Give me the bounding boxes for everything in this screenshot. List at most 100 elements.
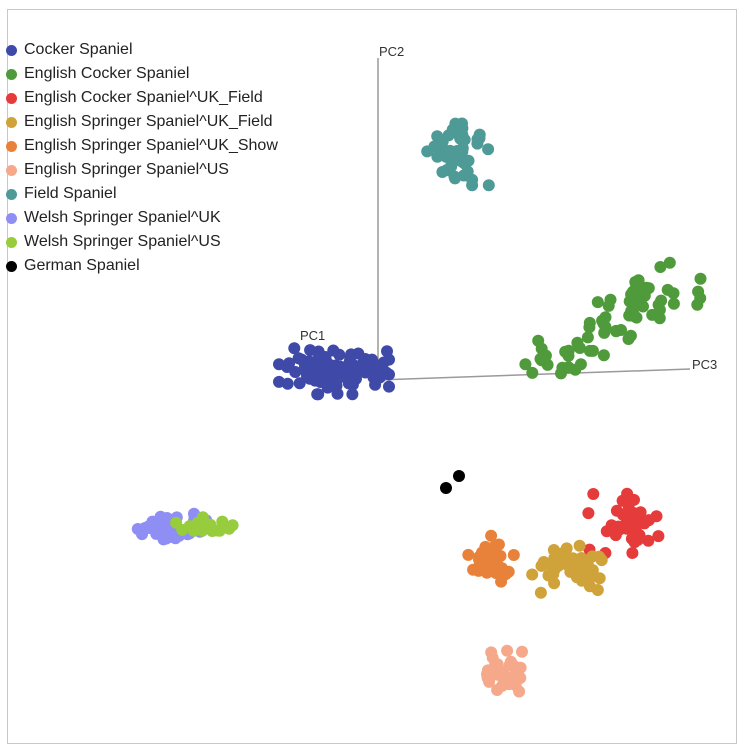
scatter-point xyxy=(504,658,517,671)
scatter-point xyxy=(458,157,471,170)
legend-swatch xyxy=(6,260,17,272)
scatter-point xyxy=(581,557,594,570)
legend-item[interactable]: Welsh Springer Spaniel^UK xyxy=(4,206,278,230)
legend-label: English Cocker Spaniel xyxy=(24,65,190,82)
legend-swatch xyxy=(6,92,17,104)
scatter-point xyxy=(329,372,342,385)
scatter-point xyxy=(655,294,668,307)
legend-label: Welsh Springer Spaniel^US xyxy=(24,233,221,250)
legend-item[interactable]: English Cocker Spaniel xyxy=(4,62,278,86)
scatter-point xyxy=(482,665,495,678)
legend-label: Field Spaniel xyxy=(24,185,117,202)
legend-item[interactable]: English Cocker Spaniel^UK_Field xyxy=(4,86,278,110)
scatter-point xyxy=(502,565,515,578)
legend-swatch xyxy=(6,140,17,152)
scatter-point xyxy=(507,549,520,561)
legend-item[interactable]: English Springer Spaniel^UK_Field xyxy=(4,110,278,134)
scatter-point xyxy=(598,326,611,339)
scatter-point xyxy=(573,539,586,552)
scatter-point xyxy=(587,488,600,500)
scatter-point xyxy=(583,316,596,329)
scatter-point xyxy=(627,308,640,321)
scatter-point xyxy=(532,334,545,347)
scatter-point xyxy=(642,514,655,527)
scatter-point xyxy=(526,568,539,581)
scatter-point xyxy=(445,160,458,173)
legend-item[interactable]: Welsh Springer Spaniel^US xyxy=(4,230,278,254)
scatter-point xyxy=(327,344,340,357)
scatter-point xyxy=(574,358,587,371)
scatter-point xyxy=(583,344,596,357)
scatter-point xyxy=(654,261,667,273)
legend-label: English Cocker Spaniel^UK_Field xyxy=(24,89,263,106)
scatter-point xyxy=(376,358,389,371)
legend-label: Cocker Spaniel xyxy=(24,41,133,58)
legend-swatch xyxy=(6,188,17,200)
scatter-point xyxy=(501,644,514,657)
scatter-point xyxy=(366,353,378,366)
scatter-point xyxy=(691,298,704,311)
scatter-point xyxy=(609,529,622,542)
scatter-point xyxy=(632,274,645,287)
scatter-point xyxy=(442,129,455,142)
scatter-point xyxy=(494,550,507,562)
scatter-point xyxy=(383,380,395,393)
legend-swatch xyxy=(6,116,17,128)
scatter-point xyxy=(316,367,329,380)
scatter-point xyxy=(482,143,495,156)
scatter-point xyxy=(626,547,639,559)
scatter-point xyxy=(483,552,496,565)
scatter-point xyxy=(176,523,189,536)
scatter-point xyxy=(493,666,506,679)
scatter-point xyxy=(449,172,461,185)
scatter-point xyxy=(622,333,635,345)
scatter-point xyxy=(546,556,559,569)
scatter-point xyxy=(431,130,444,143)
legend-item[interactable]: English Springer Spaniel^UK_Show xyxy=(4,134,278,158)
legend-swatch xyxy=(6,44,17,56)
legend-label: Welsh Springer Spaniel^UK xyxy=(24,209,221,226)
scatter-point xyxy=(535,559,548,572)
axes: PC1 PC2 PC3 xyxy=(300,44,717,381)
scatter-point xyxy=(473,132,486,145)
scatter-point xyxy=(486,651,499,664)
scatter-point xyxy=(628,493,640,506)
scatter-point xyxy=(694,272,707,285)
scatter-point xyxy=(513,685,526,698)
scatter-point xyxy=(462,548,475,561)
scatter-point xyxy=(346,388,359,401)
scatter-point xyxy=(342,377,355,390)
legend-label: English Springer Spaniel^US xyxy=(24,161,229,178)
scatter-point xyxy=(667,287,680,300)
scatter-point xyxy=(519,358,532,371)
scatter-points xyxy=(131,117,707,698)
scatter-point xyxy=(625,288,638,301)
scatter-point xyxy=(367,371,380,384)
scatter-point xyxy=(312,388,325,401)
scatter-point xyxy=(591,584,604,596)
scatter-point xyxy=(431,150,444,163)
legend-label: English Springer Spaniel^UK_Field xyxy=(24,113,273,130)
scatter-point xyxy=(453,470,465,482)
scatter-point xyxy=(485,529,498,542)
legend-item[interactable]: German Spaniel xyxy=(4,254,278,278)
scatter-point xyxy=(564,564,577,577)
legend-swatch xyxy=(6,68,17,80)
scatter-point xyxy=(628,513,641,526)
scatter-point xyxy=(289,366,302,378)
scatter-point xyxy=(158,513,171,526)
legend-swatch xyxy=(6,212,17,224)
legend-item[interactable]: Cocker Spaniel xyxy=(4,38,278,62)
scatter-point xyxy=(597,349,610,362)
legend-item[interactable]: Field Spaniel xyxy=(4,182,278,206)
scatter-point xyxy=(226,519,239,532)
pc1-axis-label: PC1 xyxy=(300,328,325,343)
scatter-point xyxy=(556,361,569,374)
scatter-point xyxy=(321,357,334,369)
scatter-point xyxy=(559,345,572,358)
scatter-point xyxy=(653,312,666,325)
scatter-point xyxy=(197,520,210,533)
legend-item[interactable]: English Springer Spaniel^US xyxy=(4,158,278,182)
scatter-point xyxy=(458,133,471,146)
scatter-point xyxy=(421,145,434,158)
